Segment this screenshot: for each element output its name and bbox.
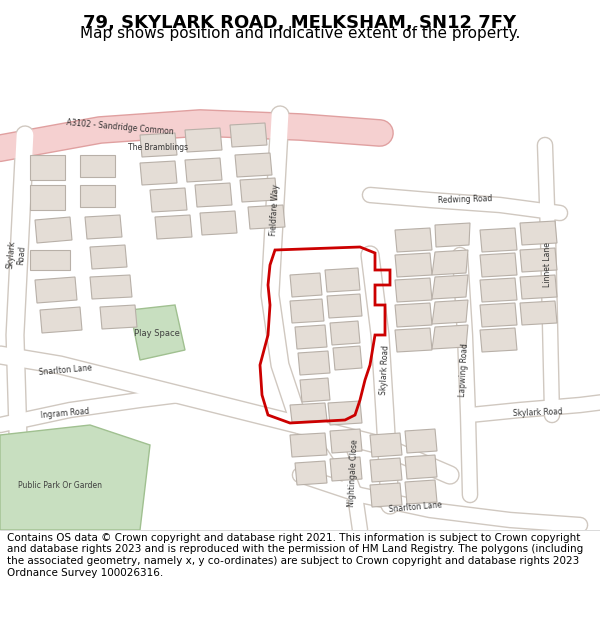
Polygon shape — [370, 458, 402, 482]
Polygon shape — [432, 275, 468, 299]
Polygon shape — [395, 228, 432, 252]
Polygon shape — [35, 217, 72, 243]
Polygon shape — [300, 378, 330, 402]
Polygon shape — [290, 299, 324, 323]
Polygon shape — [80, 155, 115, 177]
Polygon shape — [195, 183, 232, 207]
Polygon shape — [0, 425, 150, 530]
Polygon shape — [480, 253, 517, 277]
Polygon shape — [432, 325, 468, 349]
Polygon shape — [395, 328, 432, 352]
Polygon shape — [333, 346, 362, 370]
Text: Skylark Road: Skylark Road — [379, 345, 391, 395]
Text: Map shows position and indicative extent of the property.: Map shows position and indicative extent… — [80, 26, 520, 41]
Polygon shape — [230, 123, 267, 147]
Polygon shape — [330, 429, 362, 453]
Polygon shape — [330, 457, 362, 481]
Text: Nightingale Close: Nightingale Close — [347, 439, 359, 507]
Text: Snarlton Lane: Snarlton Lane — [38, 363, 92, 377]
Polygon shape — [298, 351, 330, 375]
Polygon shape — [330, 321, 360, 345]
Polygon shape — [327, 294, 362, 318]
Text: Public Park Or Garden: Public Park Or Garden — [18, 481, 102, 489]
Polygon shape — [370, 433, 402, 457]
Text: Play Space: Play Space — [134, 329, 180, 338]
Polygon shape — [30, 250, 70, 270]
Polygon shape — [325, 268, 360, 292]
Polygon shape — [200, 211, 237, 235]
Polygon shape — [432, 250, 468, 275]
Polygon shape — [290, 433, 327, 457]
Text: Contains OS data © Crown copyright and database right 2021. This information is : Contains OS data © Crown copyright and d… — [7, 533, 583, 578]
Polygon shape — [140, 161, 177, 185]
Text: The Bramblings: The Bramblings — [128, 142, 188, 151]
Text: Snarlton Lane: Snarlton Lane — [388, 500, 442, 514]
Polygon shape — [80, 185, 115, 207]
Polygon shape — [370, 483, 402, 507]
Polygon shape — [395, 303, 432, 327]
Polygon shape — [480, 228, 517, 252]
Polygon shape — [248, 205, 285, 229]
Polygon shape — [480, 278, 517, 302]
Polygon shape — [90, 245, 127, 269]
Polygon shape — [290, 273, 322, 297]
Polygon shape — [405, 480, 437, 504]
Polygon shape — [150, 188, 187, 212]
Polygon shape — [295, 461, 327, 485]
Polygon shape — [240, 178, 277, 202]
Polygon shape — [432, 300, 468, 324]
Polygon shape — [130, 305, 185, 360]
Polygon shape — [520, 301, 557, 325]
Polygon shape — [85, 215, 122, 239]
Polygon shape — [30, 185, 65, 210]
Polygon shape — [295, 325, 327, 349]
Text: Lapwing Road: Lapwing Road — [458, 343, 470, 397]
Polygon shape — [290, 403, 327, 422]
Polygon shape — [235, 153, 272, 177]
Polygon shape — [395, 253, 432, 277]
Text: Skylark Road: Skylark Road — [513, 408, 563, 418]
Polygon shape — [520, 248, 557, 272]
Text: Skylark
Road: Skylark Road — [5, 240, 27, 270]
Polygon shape — [480, 328, 517, 352]
Text: Redwing Road: Redwing Road — [437, 194, 493, 206]
Text: Ingram Road: Ingram Road — [40, 406, 90, 419]
Polygon shape — [405, 455, 437, 479]
Polygon shape — [395, 278, 432, 302]
Polygon shape — [40, 307, 82, 333]
Polygon shape — [328, 401, 362, 425]
Polygon shape — [140, 133, 177, 157]
Polygon shape — [100, 305, 137, 329]
Polygon shape — [35, 277, 77, 303]
Text: 79, SKYLARK ROAD, MELKSHAM, SN12 7FY: 79, SKYLARK ROAD, MELKSHAM, SN12 7FY — [83, 14, 517, 32]
Text: Linnet Lane: Linnet Lane — [544, 242, 553, 288]
Text: Fieldfare Way: Fieldfare Way — [269, 184, 281, 236]
Polygon shape — [405, 429, 437, 453]
Polygon shape — [90, 275, 132, 299]
Polygon shape — [185, 158, 222, 182]
Polygon shape — [185, 128, 222, 152]
Polygon shape — [155, 215, 192, 239]
Polygon shape — [520, 275, 557, 299]
Polygon shape — [480, 303, 517, 327]
Polygon shape — [435, 223, 470, 247]
Text: A3102 - Sandridge Common: A3102 - Sandridge Common — [66, 118, 174, 136]
Polygon shape — [30, 155, 65, 180]
Polygon shape — [520, 221, 557, 245]
